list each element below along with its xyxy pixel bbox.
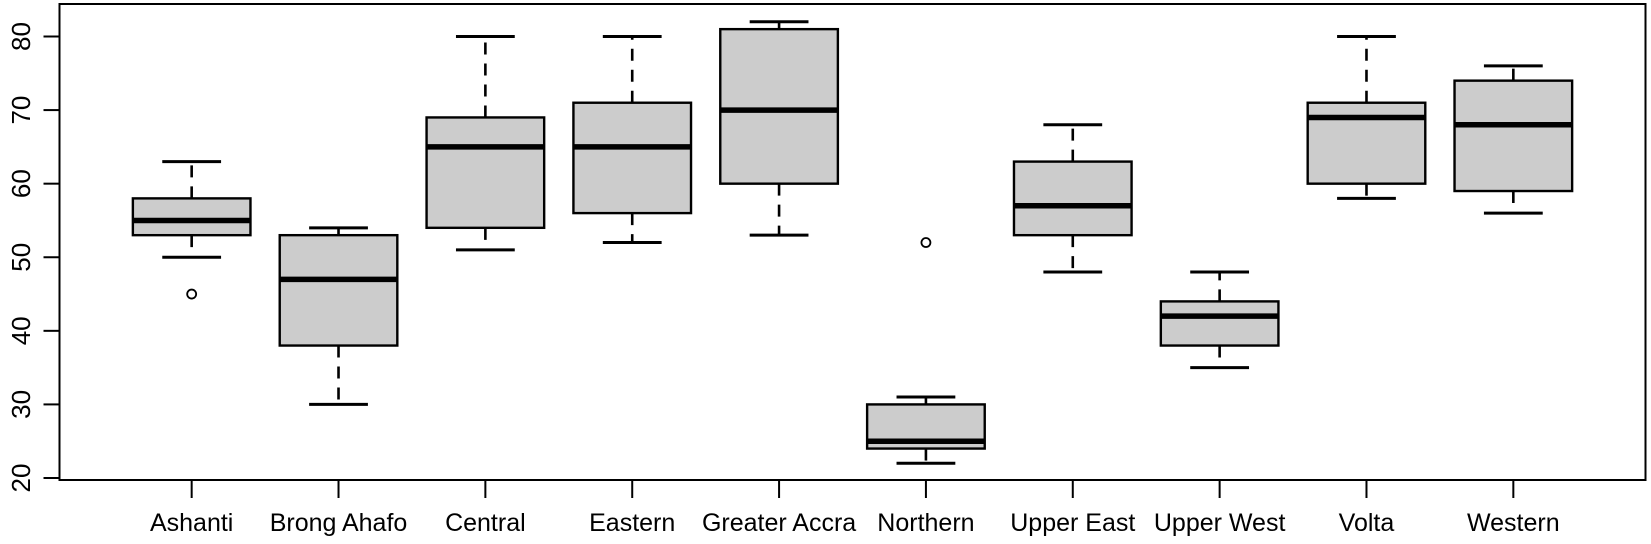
x-axis-category-label: Eastern bbox=[589, 509, 675, 537]
iqr-box bbox=[1012, 160, 1133, 237]
x-axis-category-label: Northern bbox=[877, 509, 974, 537]
outlier-point bbox=[920, 237, 932, 248]
x-axis-category-label: Brong Ahafo bbox=[270, 509, 408, 537]
iqr-box bbox=[572, 101, 693, 215]
iqr-box bbox=[278, 233, 399, 347]
x-axis-category-label: Ashanti bbox=[150, 509, 233, 537]
y-axis-tick-label: 40 bbox=[6, 316, 36, 345]
x-axis-category-label: Greater Accra bbox=[702, 509, 856, 537]
y-axis-tick-label: 50 bbox=[6, 243, 36, 272]
y-axis-tick-label: 20 bbox=[6, 464, 36, 493]
iqr-box bbox=[719, 27, 840, 185]
x-axis-category-label: Western bbox=[1467, 509, 1560, 537]
y-axis-tick-label: 80 bbox=[6, 22, 36, 51]
y-axis-tick-label: 70 bbox=[6, 96, 36, 125]
y-axis-tick-label: 60 bbox=[6, 169, 36, 198]
x-axis-category-label: Upper East bbox=[1010, 509, 1135, 537]
x-axis-category-label: Upper West bbox=[1154, 509, 1286, 537]
iqr-box bbox=[1453, 79, 1574, 193]
x-axis-category-label: Volta bbox=[1339, 509, 1395, 537]
plot-border bbox=[58, 3, 1647, 481]
x-axis-category-label: Central bbox=[445, 509, 526, 537]
y-axis-tick-label: 30 bbox=[6, 390, 36, 419]
iqr-box bbox=[131, 197, 252, 237]
iqr-box bbox=[1159, 300, 1280, 347]
outlier-point bbox=[186, 288, 198, 300]
iqr-box bbox=[425, 116, 546, 230]
